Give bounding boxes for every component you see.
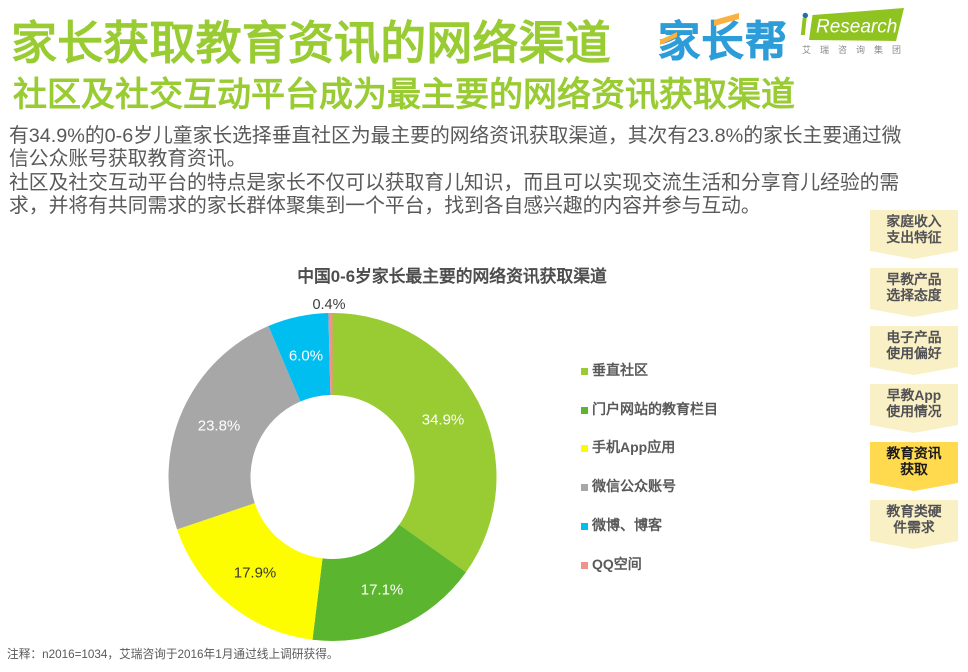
svg-text:艾瑞咨询集团: 艾瑞咨询集团: [802, 44, 910, 55]
svg-text:Research: Research: [816, 17, 897, 38]
